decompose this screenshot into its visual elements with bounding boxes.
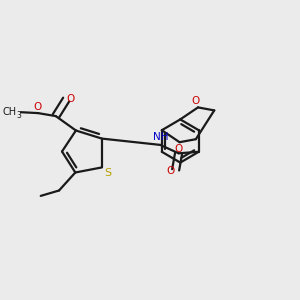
Text: O: O xyxy=(174,144,182,154)
Text: O: O xyxy=(191,96,200,106)
Text: CH: CH xyxy=(3,107,17,117)
Text: 3: 3 xyxy=(16,111,21,120)
Text: NH: NH xyxy=(152,132,168,142)
Text: O: O xyxy=(66,94,74,104)
Text: S: S xyxy=(104,168,111,178)
Text: O: O xyxy=(33,102,42,112)
Text: O: O xyxy=(167,166,175,176)
